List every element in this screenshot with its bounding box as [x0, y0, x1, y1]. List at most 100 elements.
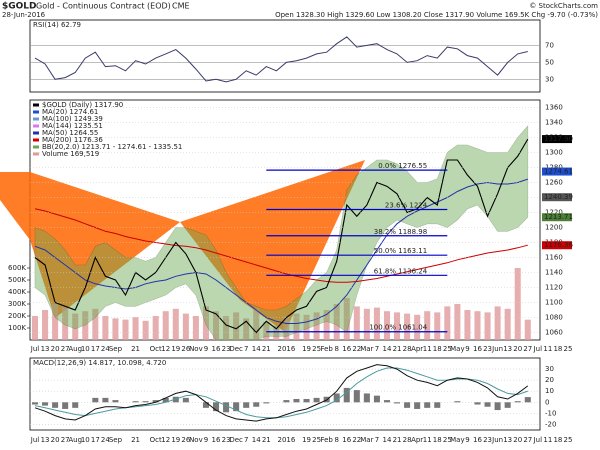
volume-bar — [253, 308, 260, 340]
volume-bar — [464, 310, 471, 340]
y-tick-label: 1060 — [545, 329, 563, 337]
macd-tick-label: 30 — [545, 365, 554, 373]
price-line — [34, 138, 529, 334]
legend-label: Volume 169,519 — [42, 150, 99, 158]
volume-bar — [383, 311, 390, 340]
rsi-tick-label: 50 — [545, 58, 554, 66]
x-tick-label: 20 — [51, 345, 60, 353]
macd-histogram-bar — [363, 393, 370, 403]
volume-bar — [112, 318, 119, 340]
rsi-panel — [29, 19, 541, 93]
x-tick-label: 25 — [443, 345, 452, 353]
macd-histogram-bar — [162, 397, 169, 403]
x-tick-label: 10 — [81, 345, 90, 353]
x-tick-label: Apr — [411, 345, 423, 353]
volume-bar — [62, 306, 69, 340]
date: 28-Jun-2016 — [2, 11, 46, 19]
macd-histogram-bar — [283, 400, 290, 403]
x-tick-label: 13 — [503, 436, 512, 444]
symbol: $GOLD — [2, 2, 37, 12]
legend-swatch — [33, 117, 39, 121]
x-tick-label: Feb — [320, 436, 333, 444]
macd-tick-label: -10 — [545, 409, 556, 417]
x-tick-label: 8 — [334, 345, 338, 353]
legend-label: MA(20) 1274.61 — [42, 108, 98, 116]
x-tick-label: 7 — [244, 436, 248, 444]
price-tag-label: 1240.39 — [544, 193, 573, 201]
macd-histogram-bar — [474, 402, 481, 405]
fib-label: 100.0% 1061.04 — [369, 324, 427, 332]
x-tick-label: 20 — [513, 345, 522, 353]
volume-tick-label: 600K — [8, 264, 26, 272]
macd-histogram-bar — [394, 402, 401, 404]
x-tick-label: Oct — [150, 345, 162, 353]
macd-histogram-bar — [152, 400, 159, 403]
legend-label: BB(20,2.0) 1213.71 - 1274.61 - 1335.51 — [42, 143, 182, 151]
macd-label: MACD(12,26,9) 14.817, 10.098, 4.720 — [33, 359, 166, 367]
x-tick-label: May — [450, 436, 464, 444]
volume-bar — [474, 311, 481, 340]
x-tick-label: Jun — [491, 345, 503, 353]
pattern-wing — [180, 160, 365, 332]
x-tick-label: 16 — [473, 436, 482, 444]
legend-label: MA(144) 1235.51 — [42, 122, 103, 130]
x-tick-label: 20 — [51, 436, 60, 444]
x-tick-label: 27 — [61, 345, 70, 353]
volume-tick-label: 400K — [8, 288, 26, 296]
macd-histogram-bar — [142, 401, 149, 403]
x-tick-label: 21 — [393, 436, 402, 444]
legend-swatch — [33, 124, 39, 128]
macd-histogram-bar — [333, 393, 340, 403]
legend-swatch — [33, 131, 39, 135]
x-tick-label: 11 — [543, 436, 552, 444]
volume-tick-label: 500K — [8, 276, 26, 284]
x-tick-label: Mar — [360, 436, 373, 444]
macd-histogram-bar — [182, 397, 189, 403]
price-tag — [542, 213, 572, 222]
macd-histogram-bar — [404, 402, 411, 408]
x-tick-label: 11 — [423, 345, 432, 353]
volume-bar — [444, 306, 451, 340]
volume-bar — [42, 310, 49, 340]
x-tick-label: Oct — [150, 436, 162, 444]
y-tick-label: 1260 — [545, 179, 563, 187]
x-tick-label: 24 — [101, 345, 110, 353]
x-tick-label: 7 — [244, 345, 248, 353]
x-tick-label: 23 — [483, 436, 492, 444]
x-tick-label: 12 — [161, 436, 170, 444]
x-tick-label: 19 — [171, 436, 180, 444]
macd-tick-label: 0 — [545, 398, 549, 406]
macd-histogram-bar — [434, 402, 441, 408]
y-tick-label: 1140 — [545, 269, 563, 277]
x-tick-label: 17 — [91, 345, 100, 353]
volume-bar — [404, 313, 411, 340]
volume-bar — [353, 306, 360, 340]
x-tick-label: 22 — [352, 345, 361, 353]
macd-histogram-bar — [504, 402, 511, 408]
x-tick-label: 21 — [131, 436, 140, 444]
macd-histogram-bar — [102, 397, 109, 403]
volume-bar — [182, 313, 189, 340]
x-tick-label: 19 — [302, 436, 311, 444]
moving-average — [34, 208, 528, 283]
macd-histogram-bar — [72, 402, 79, 408]
fib-label: 0.0% 1276.55 — [378, 162, 427, 170]
volume-tick-label: 100K — [8, 324, 26, 332]
volume-bar — [223, 316, 230, 340]
volume-bar — [52, 304, 59, 340]
x-tick-label: 9 — [204, 345, 208, 353]
volume-bar — [132, 317, 139, 340]
volume-bar — [213, 311, 220, 340]
volume-bar — [72, 313, 79, 340]
x-tick-label: 20 — [513, 436, 522, 444]
macd-histogram-bar — [293, 398, 300, 403]
volume-bar — [343, 298, 350, 340]
volume-bar — [243, 318, 250, 340]
macd-tick-label: 20 — [545, 376, 554, 384]
x-tick-label: 18 — [553, 436, 562, 444]
volume-bar — [333, 304, 340, 340]
volume-bar — [172, 308, 179, 340]
volume-tick-label: 300K — [8, 300, 26, 308]
volume-bar — [122, 319, 129, 340]
